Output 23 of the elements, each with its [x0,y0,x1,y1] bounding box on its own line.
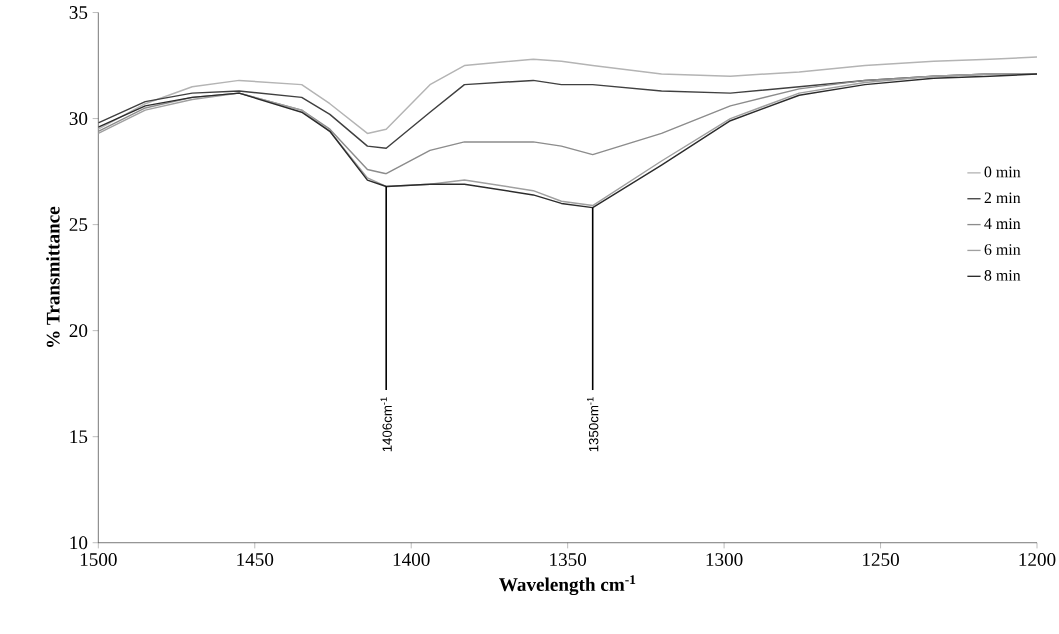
x-tick-label: 1500 [80,553,117,567]
y-axis-title: % Transmittance [46,207,60,348]
legend-label: 6 min [984,244,1021,256]
annotation: 1350cm$^{-1}$ [587,397,599,452]
y-tick-label: 35 [69,6,88,20]
x-tick-label: 1200 [1019,553,1056,567]
x-tick-label: 1300 [706,553,743,567]
x-tick-label: 1400 [393,553,430,567]
legend-label: 8 min [984,270,1021,282]
x-tick-label: 1350 [550,553,587,567]
line-series [98,56,1037,135]
y-tick-label: 25 [69,218,88,232]
y-tick-label: 30 [69,112,88,126]
legend-label: 0 min [984,166,1021,178]
y-tick-label: 20 [69,324,88,338]
y-tick-label: 10 [70,536,88,550]
annotation: 1406cm$^{-1}$ [380,397,392,452]
x-tick-label: 1250 [863,553,899,567]
legend-label: 4 min [984,218,1021,230]
text: Wavelength cm$^{-1}$ [499,575,636,596]
legend-label: 2 min [984,192,1021,204]
y-tick-label: 15 [70,430,88,444]
x-tick-label: 1450 [237,553,274,567]
